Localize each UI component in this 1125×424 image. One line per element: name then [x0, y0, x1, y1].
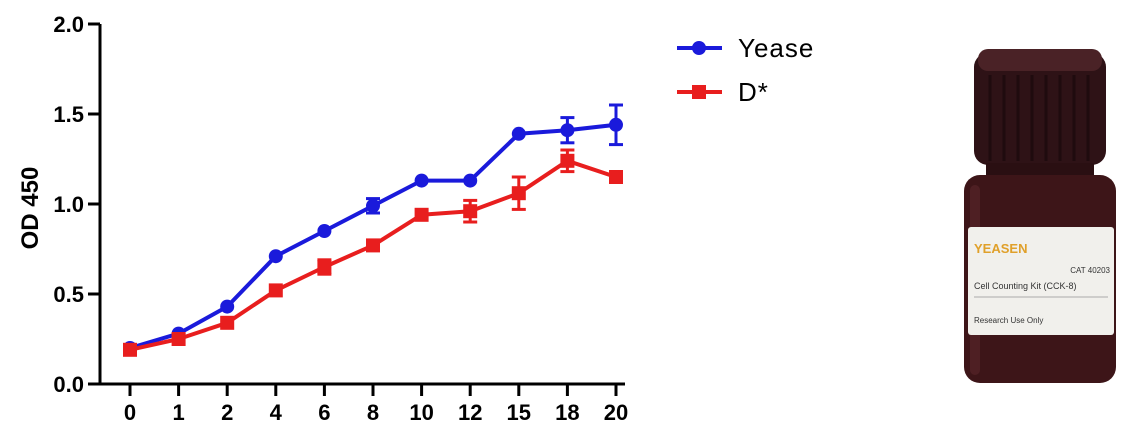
- data-point: [220, 299, 235, 314]
- legend-item: D*: [677, 77, 769, 107]
- legend-label: Yease: [738, 33, 814, 63]
- y-tick-label: 0.5: [53, 282, 84, 307]
- data-point: [463, 204, 478, 219]
- data-point: [609, 117, 623, 132]
- legend-item: Yease: [677, 33, 814, 63]
- y-tick-label: 2.0: [53, 12, 84, 37]
- product-label: [968, 227, 1114, 335]
- series-d-star: [123, 148, 623, 357]
- line-chart: 0.00.51.01.52.0 0 1 2 4 6 8 10 12 15 18 20 OD 450 …: [17, 12, 814, 424]
- x-tick-label: 18: [555, 400, 579, 424]
- x-tick-label: 12: [458, 400, 482, 424]
- bottle-cap-top: [978, 49, 1102, 71]
- y-ticks: 0.0 0.5 1.0 1.5 2.0: [53, 12, 100, 397]
- data-point: [511, 186, 526, 201]
- data-point: [268, 249, 283, 264]
- data-point: [366, 198, 380, 213]
- series-line: [129, 122, 617, 350]
- data-point: [463, 173, 478, 188]
- y-axis-title: OD 450: [17, 167, 44, 250]
- data-point: [366, 238, 380, 253]
- product-note: Research Use Only: [974, 316, 1043, 325]
- x-tick-label: 4: [270, 400, 283, 424]
- data-point: [220, 315, 235, 330]
- x-tick-label: 0: [124, 400, 136, 424]
- data-point: [511, 126, 526, 141]
- x-tick-label: 20: [604, 400, 628, 424]
- data-point: [317, 260, 332, 274]
- product-brand: YEASEN: [974, 241, 1027, 256]
- x-tick-label: 15: [507, 400, 531, 424]
- product-name: Cell Counting Kit (CCK-8): [974, 281, 1077, 291]
- legend-label: D*: [738, 77, 769, 107]
- data-point: [560, 123, 575, 138]
- x-tick-label: 1: [172, 400, 184, 424]
- data-point: [268, 283, 283, 298]
- plot-area: [123, 103, 623, 357]
- data-point: [317, 224, 332, 238]
- x-tick-label: 2: [221, 400, 233, 424]
- legend-marker: [692, 85, 706, 99]
- x-tick-label: 10: [409, 400, 433, 424]
- product-cat: CAT 40203: [1070, 266, 1110, 275]
- data-point: [123, 342, 137, 357]
- data-point: [609, 170, 623, 184]
- y-tick-label: 1.0: [53, 192, 84, 217]
- x-tick-label: 6: [318, 400, 330, 424]
- product-bottle-image: YEASEN CAT 40203 Cell Counting Kit (CCK-…: [964, 49, 1116, 383]
- data-point: [560, 153, 575, 168]
- data-point: [414, 173, 429, 188]
- x-ticks: 0 1 2 4 6 8 10 12 15 18 20: [124, 384, 628, 424]
- data-point: [414, 207, 429, 222]
- y-tick-label: 0.0: [53, 372, 84, 397]
- legend-marker: [692, 41, 706, 55]
- data-point: [171, 332, 186, 346]
- series-yease: [123, 103, 623, 355]
- legend: Yease D*: [677, 33, 814, 107]
- y-tick-label: 1.5: [53, 102, 84, 127]
- x-tick-label: 8: [367, 400, 379, 424]
- cap-ridges: [988, 75, 1090, 161]
